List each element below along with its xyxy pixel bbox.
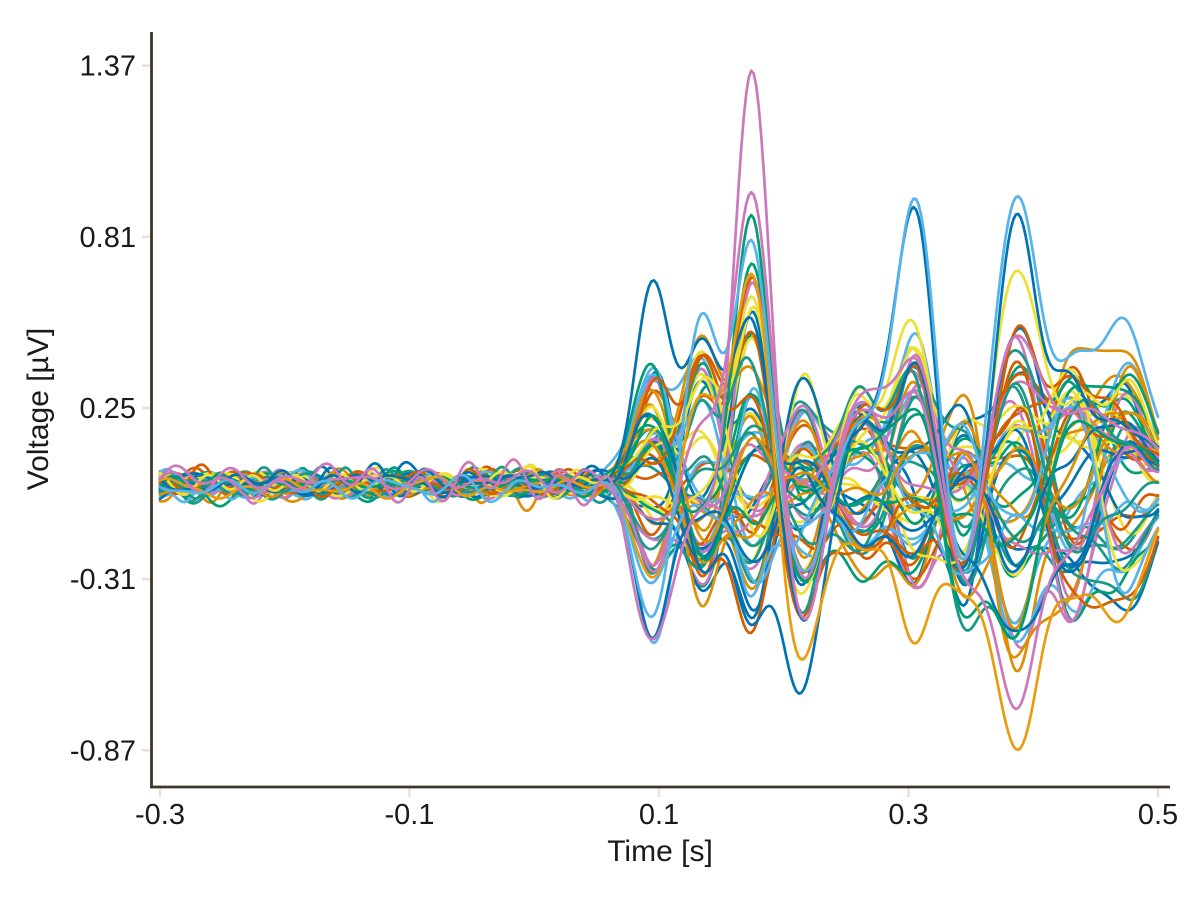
x-tick-label: 0.1 [639, 799, 679, 831]
x-axis-label: Time [s] [607, 835, 713, 868]
x-tick-label: 0.5 [1138, 799, 1178, 831]
y-tick-label: -0.31 [70, 564, 136, 596]
eeg-trace [158, 205, 1160, 622]
y-tick-label: 0.25 [80, 393, 136, 425]
eeg-traces-group [158, 69, 1160, 752]
y-axis-label: Voltage [µV] [22, 328, 55, 490]
eeg-trace [158, 69, 1160, 711]
y-tick-label: 0.81 [80, 222, 136, 254]
x-axis-ticks: -0.3 -0.1 0.1 0.3 0.5 [135, 788, 1178, 831]
eeg-trace [158, 272, 1160, 752]
y-tick-label: 1.37 [80, 51, 136, 83]
x-tick-label: 0.3 [888, 799, 928, 831]
x-tick-label: -0.3 [135, 799, 185, 831]
eeg-trace [158, 194, 1160, 619]
y-tick-label: -0.87 [70, 735, 136, 767]
y-axis-ticks: 1.37 0.81 0.25 -0.31 -0.87 [70, 51, 151, 767]
eeg-trace [158, 324, 1160, 574]
x-tick-label: -0.1 [385, 799, 435, 831]
